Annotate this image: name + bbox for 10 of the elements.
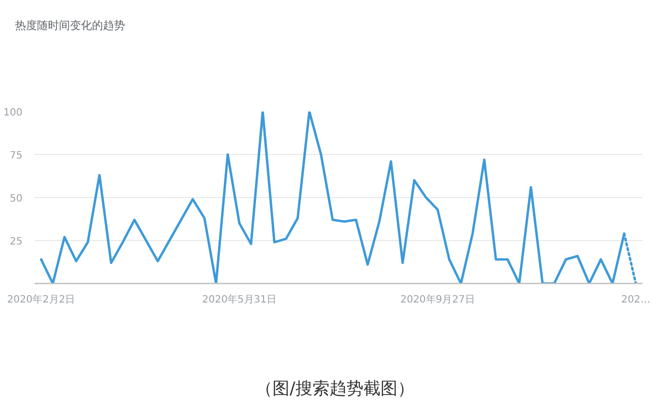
x-tick-label: 2020年5月31日 [202,294,277,306]
x-tick-label: 2020年9月27日 [400,294,475,306]
y-tick-label: 75 [10,150,23,162]
x-tick-label: 202… [621,294,650,306]
y-tick-label: 50 [10,194,23,204]
y-tick-label: 100 [3,108,23,118]
x-tick-label: 2020年2月2日 [7,294,76,306]
y-tick-label: 25 [10,236,23,248]
text: （图/搜索趋势截图） [256,379,414,399]
chart-title: 热度随时间变化的趋势 [15,19,125,32]
